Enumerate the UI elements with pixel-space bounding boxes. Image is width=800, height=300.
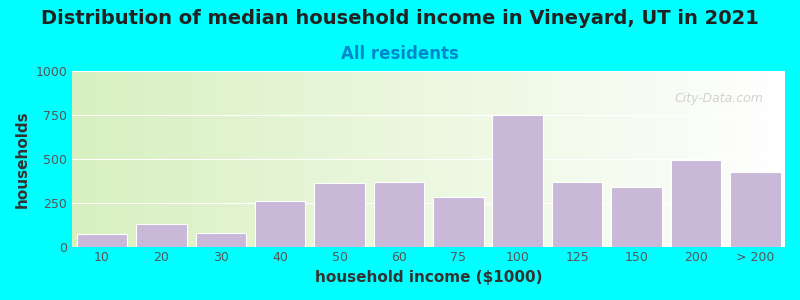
Y-axis label: households: households [15,110,30,208]
Bar [433,196,483,247]
Bar [493,115,543,247]
X-axis label: household income ($1000): household income ($1000) [315,270,542,285]
Text: Distribution of median household income in Vineyard, UT in 2021: Distribution of median household income … [41,9,759,28]
Bar [611,187,662,247]
Bar [195,232,246,247]
Bar [670,160,721,247]
Bar [136,224,186,247]
Bar [77,234,127,247]
Bar [552,182,602,247]
Bar [314,183,365,247]
Text: City-Data.com: City-Data.com [674,92,764,105]
Text: All residents: All residents [341,45,459,63]
Bar [374,182,424,247]
Bar [255,201,306,247]
Bar [730,172,781,247]
